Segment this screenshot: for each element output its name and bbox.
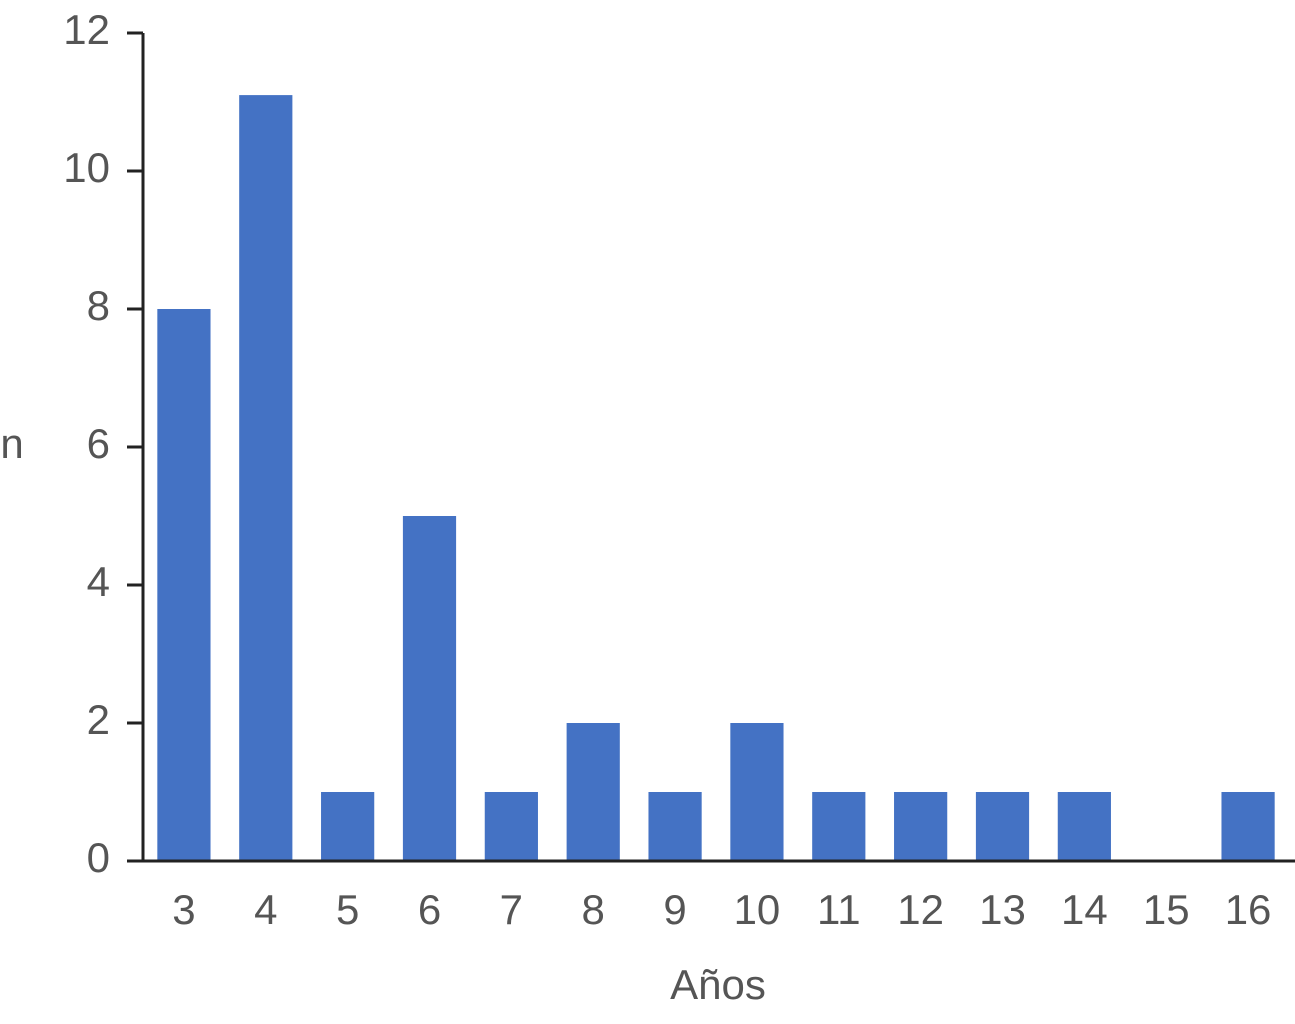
x-tick-label: 4 (254, 886, 277, 933)
x-tick-label: 7 (500, 886, 523, 933)
x-tick-label: 12 (897, 886, 944, 933)
x-tick-label: 3 (172, 886, 195, 933)
bar (484, 792, 538, 861)
y-tick-label: 6 (87, 420, 110, 467)
y-axis-label: n (0, 420, 23, 467)
bar (1057, 792, 1111, 861)
y-tick-label: 12 (63, 6, 110, 53)
x-tick-label: 11 (817, 886, 861, 933)
bar (648, 792, 702, 861)
x-axis-label: Años (670, 961, 766, 1008)
x-tick-label: 9 (663, 886, 686, 933)
y-tick-label: 10 (63, 144, 110, 191)
bar (812, 792, 866, 861)
x-tick-label: 10 (734, 886, 781, 933)
x-tick-label: 5 (336, 886, 359, 933)
bar (239, 95, 293, 862)
bar (157, 309, 211, 861)
x-tick-label: 14 (1061, 886, 1108, 933)
bar (566, 723, 620, 861)
bar (1221, 792, 1275, 861)
y-tick-label: 0 (87, 834, 110, 881)
y-tick-label: 8 (87, 282, 110, 329)
x-tick-label: 6 (418, 886, 441, 933)
y-tick-label: 4 (87, 558, 110, 605)
x-tick-label: 13 (979, 886, 1026, 933)
x-tick-label: 15 (1143, 886, 1190, 933)
bar (321, 792, 375, 861)
bar (894, 792, 948, 861)
bar (730, 723, 784, 861)
bar (402, 516, 457, 861)
y-tick-label: 2 (87, 696, 110, 743)
x-tick-label: 8 (582, 886, 605, 933)
x-tick-label: 16 (1225, 886, 1272, 933)
bar (975, 792, 1030, 861)
